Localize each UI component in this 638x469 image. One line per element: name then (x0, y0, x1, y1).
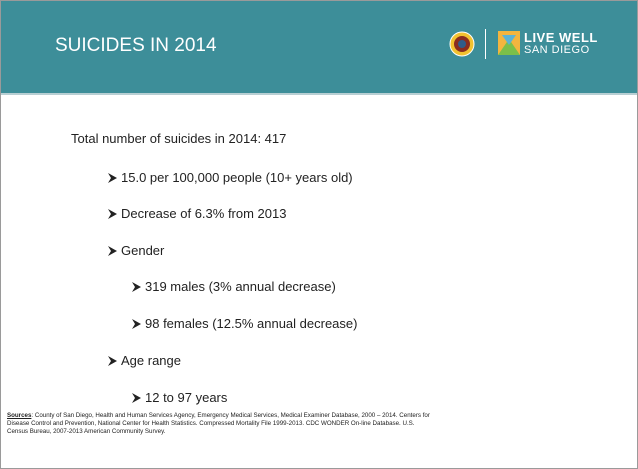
sources-text: : County of San Diego, Health and Human … (7, 412, 430, 436)
bullet-text: 319 males (3% annual decrease) (145, 279, 336, 294)
divider (485, 29, 486, 59)
bullet-text: Age range (121, 353, 181, 368)
bullet-arrow (108, 173, 117, 183)
bullet-text: Decrease of 6.3% from 2013 (121, 206, 287, 221)
intro-text: Total number of suicides in 2014: 417 (71, 131, 287, 146)
bullet-arrow (108, 246, 117, 256)
bullet-text: 15.0 per 100,000 people (10+ years old) (121, 170, 353, 185)
bullet-arrow (132, 319, 141, 329)
sources-label: Sources (7, 412, 32, 419)
logo-line: SAN DIEGO (524, 44, 590, 56)
bullet-text: 98 females (12.5% annual decrease) (145, 316, 358, 331)
bullet: 319 males (3% annual decrease) (132, 279, 336, 294)
bullet: 15.0 per 100,000 people (10+ years old) (108, 170, 353, 185)
logo-icon (498, 31, 520, 55)
header: SUICIDES IN 2014 LIVE WELL SAN DIEGO (1, 1, 637, 95)
sources: Sources: County of San Diego, Health and… (7, 412, 437, 437)
bullet: Age range (108, 353, 181, 368)
bullet-text: Gender (121, 243, 165, 258)
bullet: 98 females (12.5% annual decrease) (132, 316, 357, 331)
logo-line: LIVE WELL (524, 30, 598, 45)
bullet-arrow (108, 209, 117, 219)
bullet-text: 12 to 97 years (145, 390, 228, 405)
bullet: 12 to 97 years (132, 390, 227, 405)
seal-icon (449, 31, 475, 57)
bullet-arrow (108, 356, 117, 366)
bullet-arrow (132, 282, 141, 292)
logo-text: LIVE WELL SAN DIEGO (524, 30, 598, 56)
bullet: Gender (108, 243, 164, 258)
bullet-arrow (132, 393, 141, 403)
title: SUICIDES IN 2014 (55, 35, 217, 56)
bullet: Decrease of 6.3% from 2013 (108, 206, 286, 221)
